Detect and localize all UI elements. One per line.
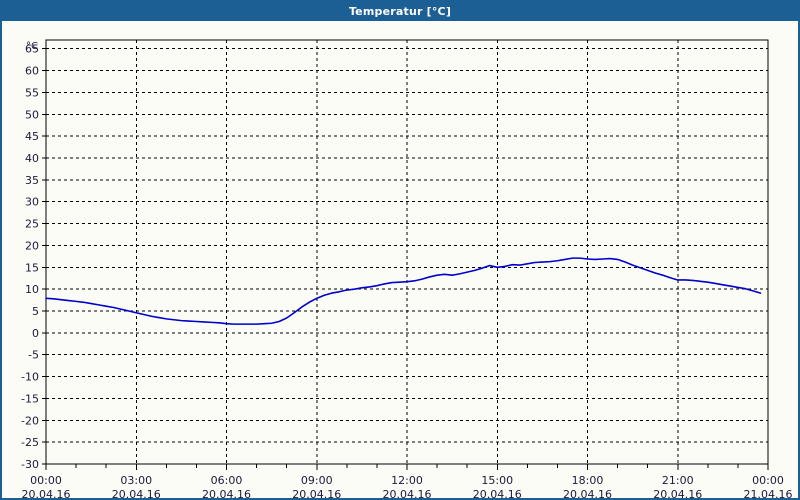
y-tick-label: 10 xyxy=(25,283,39,296)
x-tick-date-label: 20.04.16 xyxy=(292,488,341,498)
series-line-temperatur xyxy=(45,257,762,325)
x-tick-date-label: 20.04.16 xyxy=(473,488,522,498)
vertical-gridlines xyxy=(135,40,679,464)
y-tick-label: 25 xyxy=(25,218,39,231)
y-tick-label: 60 xyxy=(25,65,39,78)
x-tick-date-label: 20.04.16 xyxy=(112,488,161,498)
y-tick-label: 30 xyxy=(25,196,39,209)
x-tick-time-label: 21:00 xyxy=(662,474,694,487)
x-axis-ticks xyxy=(45,464,769,470)
x-tick-time-label: 03:00 xyxy=(120,474,152,487)
chart-background xyxy=(2,21,798,498)
chart-plot-container: 65 60 55 50 45 40 35 30 25 20 15 10 5 0 -5 -10 -15 -20 -25… xyxy=(2,21,798,498)
y-tick-label: 20 xyxy=(25,239,39,252)
x-tick-time-label: 00:00 xyxy=(752,474,784,487)
y-tick-label: -5 xyxy=(28,349,39,362)
y-tick-label: 50 xyxy=(25,108,39,121)
x-tick-date-label: 20.04.16 xyxy=(22,488,71,498)
y-tick-label: 15 xyxy=(25,261,39,274)
y-tick-label: 35 xyxy=(25,174,39,187)
y-tick-label: 65 xyxy=(25,43,39,56)
x-tick-date-label: 20.04.16 xyxy=(202,488,251,498)
plot-frame xyxy=(45,39,769,465)
window-title-bar: Temperatur [°C] xyxy=(2,2,798,21)
temperature-line-chart: 65605550454035302520151050-5-10-15-20-25… xyxy=(2,21,798,498)
x-tick-time-label: 12:00 xyxy=(391,474,423,487)
y-tick-label: 45 xyxy=(25,130,39,143)
x-tick-date-label: 20.04.16 xyxy=(563,488,612,498)
y-tick-label: -10 xyxy=(21,371,39,384)
page-title: Temperatur [°C] xyxy=(348,5,452,18)
x-tick-time-label: 18:00 xyxy=(572,474,604,487)
x-axis-tick-labels: 00:0020.04.1603:0020.04.1606:0020.04.160… xyxy=(22,474,793,498)
data-series-group xyxy=(45,257,762,325)
x-tick-date-label: 20.04.16 xyxy=(383,488,432,498)
y-axis-tick-labels: 65605550454035302520151050-5-10-15-20-25… xyxy=(21,43,39,471)
y-tick-label: -30 xyxy=(21,458,39,471)
y-tick-label: 55 xyxy=(25,86,39,99)
x-tick-time-label: 15:00 xyxy=(481,474,513,487)
y-tick-label: 0 xyxy=(32,327,39,340)
y-tick-label: 5 xyxy=(32,305,39,318)
y-tick-label: 40 xyxy=(25,152,39,165)
x-tick-date-label: 20.04.16 xyxy=(653,488,702,498)
x-tick-date-label: 21.04.16 xyxy=(744,488,793,498)
y-tick-label: -15 xyxy=(21,392,39,405)
y-axis-unit-label: °C xyxy=(26,41,38,52)
x-tick-time-label: 00:00 xyxy=(30,474,62,487)
y-tick-label: -20 xyxy=(21,414,39,427)
x-tick-time-label: 06:00 xyxy=(211,474,243,487)
x-tick-time-label: 09:00 xyxy=(301,474,333,487)
y-tick-label: -25 xyxy=(21,436,39,449)
